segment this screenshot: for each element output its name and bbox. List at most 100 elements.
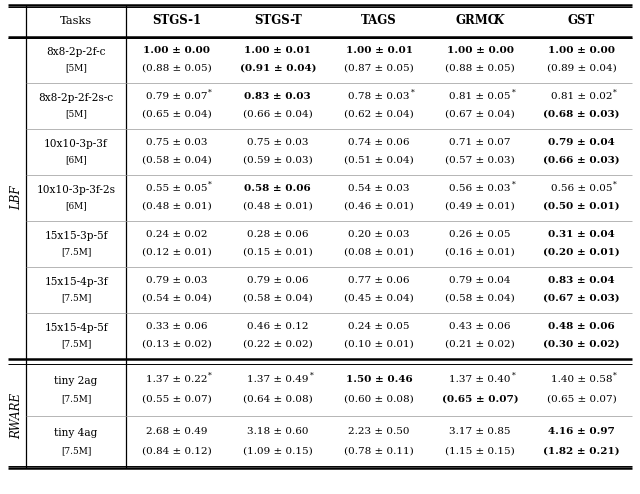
Text: GRMC: GRMC (455, 14, 497, 28)
Text: (0.88 ± 0.05): (0.88 ± 0.05) (445, 64, 515, 73)
Text: (0.66 ± 0.04): (0.66 ± 0.04) (243, 110, 313, 119)
Text: 0.79 ± 0.04: 0.79 ± 0.04 (548, 138, 615, 147)
Text: 1.00 ± 0.00: 1.00 ± 0.00 (447, 46, 514, 55)
Text: 1.00 ± 0.01: 1.00 ± 0.01 (346, 46, 413, 55)
Text: 0.79 ± 0.04: 0.79 ± 0.04 (449, 276, 511, 286)
Text: 8x8-2p-2f-c: 8x8-2p-2f-c (46, 47, 106, 57)
Text: (0.20 ± 0.01): (0.20 ± 0.01) (543, 248, 620, 257)
Text: (0.58 ± 0.04): (0.58 ± 0.04) (141, 156, 211, 165)
Text: [5M]: [5M] (65, 109, 87, 118)
Text: (0.64 ± 0.08): (0.64 ± 0.08) (243, 395, 313, 404)
Text: tiny 4ag: tiny 4ag (54, 428, 98, 438)
Text: (0.48 ± 0.01): (0.48 ± 0.01) (243, 202, 313, 211)
Text: 15x15-4p-5f: 15x15-4p-5f (44, 323, 108, 333)
Text: (0.08 ± 0.01): (0.08 ± 0.01) (344, 248, 414, 257)
Text: (0.10 ± 0.01): (0.10 ± 0.01) (344, 340, 414, 349)
Text: 0.83 ± 0.03: 0.83 ± 0.03 (244, 92, 311, 101)
Text: (0.49 ± 0.01): (0.49 ± 0.01) (445, 202, 515, 211)
Text: 0.56 ± 0.05: 0.56 ± 0.05 (550, 184, 612, 193)
Text: (0.65 ± 0.04): (0.65 ± 0.04) (141, 110, 211, 119)
Text: (0.65 ± 0.07): (0.65 ± 0.07) (547, 395, 616, 404)
Text: 0.46 ± 0.12: 0.46 ± 0.12 (247, 322, 308, 331)
Text: 1.37 ± 0.40: 1.37 ± 0.40 (449, 375, 511, 384)
Text: 0.79 ± 0.06: 0.79 ± 0.06 (247, 276, 308, 286)
Text: 0.79 ± 0.03: 0.79 ± 0.03 (146, 276, 207, 286)
Text: (1.15 ± 0.15): (1.15 ± 0.15) (445, 447, 515, 456)
Text: 0.55 ± 0.05: 0.55 ± 0.05 (146, 184, 207, 193)
Text: 0.83 ± 0.04: 0.83 ± 0.04 (548, 276, 614, 286)
Text: tiny 2ag: tiny 2ag (54, 375, 98, 386)
Text: (0.50 ± 0.01): (0.50 ± 0.01) (543, 202, 620, 211)
Text: (0.66 ± 0.03): (0.66 ± 0.03) (543, 156, 620, 165)
Text: 1.00 ± 0.00: 1.00 ± 0.00 (548, 46, 615, 55)
Text: 0.75 ± 0.03: 0.75 ± 0.03 (247, 138, 308, 147)
Text: (0.89 ± 0.04): (0.89 ± 0.04) (547, 64, 616, 73)
Text: 2.23 ± 0.50: 2.23 ± 0.50 (348, 427, 410, 436)
Text: (0.60 ± 0.08): (0.60 ± 0.08) (344, 395, 414, 404)
Text: (0.15 ± 0.01): (0.15 ± 0.01) (243, 248, 313, 257)
Text: K: K (493, 14, 503, 28)
Text: 1.50 ± 0.46: 1.50 ± 0.46 (346, 375, 412, 384)
Text: (0.48 ± 0.01): (0.48 ± 0.01) (141, 202, 211, 211)
Text: [6M]: [6M] (65, 155, 87, 164)
Text: 1.37 ± 0.49: 1.37 ± 0.49 (247, 375, 308, 384)
Text: (1.82 ± 0.21): (1.82 ± 0.21) (543, 447, 620, 456)
Text: (0.67 ± 0.04): (0.67 ± 0.04) (445, 110, 515, 119)
Text: 0.28 ± 0.06: 0.28 ± 0.06 (247, 230, 308, 239)
Text: (0.46 ± 0.01): (0.46 ± 0.01) (344, 202, 414, 211)
Text: (0.57 ± 0.03): (0.57 ± 0.03) (445, 156, 515, 165)
Text: 0.54 ± 0.03: 0.54 ± 0.03 (348, 184, 410, 193)
Text: 0.24 ± 0.05: 0.24 ± 0.05 (348, 322, 410, 331)
Text: 10x10-3p-3f: 10x10-3p-3f (44, 139, 108, 149)
Text: [7.5M]: [7.5M] (61, 394, 91, 403)
Text: 0.77 ± 0.06: 0.77 ± 0.06 (348, 276, 410, 286)
Text: *: * (209, 89, 212, 97)
Text: 1.40 ± 0.58: 1.40 ± 0.58 (550, 375, 612, 384)
Text: LBF: LBF (10, 186, 24, 210)
Text: (0.58 ± 0.04): (0.58 ± 0.04) (243, 294, 313, 303)
Text: (0.54 ± 0.04): (0.54 ± 0.04) (141, 294, 211, 303)
Text: *: * (512, 89, 516, 97)
Text: 0.24 ± 0.02: 0.24 ± 0.02 (146, 230, 207, 239)
Text: (0.67 ± 0.03): (0.67 ± 0.03) (543, 294, 620, 303)
Text: 0.33 ± 0.06: 0.33 ± 0.06 (146, 322, 207, 331)
Text: (0.58 ± 0.04): (0.58 ± 0.04) (445, 294, 515, 303)
Text: STGS-1: STGS-1 (152, 14, 201, 28)
Text: (0.84 ± 0.12): (0.84 ± 0.12) (141, 447, 211, 456)
Text: 0.20 ± 0.03: 0.20 ± 0.03 (348, 230, 410, 239)
Text: GST: GST (568, 14, 595, 28)
Text: 0.74 ± 0.06: 0.74 ± 0.06 (348, 138, 410, 147)
Text: (0.55 ± 0.07): (0.55 ± 0.07) (141, 395, 211, 404)
Text: (0.88 ± 0.05): (0.88 ± 0.05) (141, 64, 211, 73)
Text: 0.26 ± 0.05: 0.26 ± 0.05 (449, 230, 511, 239)
Text: 0.78 ± 0.03: 0.78 ± 0.03 (348, 92, 410, 101)
Text: *: * (411, 89, 415, 97)
Text: RWARE: RWARE (10, 393, 24, 439)
Text: 1.37 ± 0.22: 1.37 ± 0.22 (146, 375, 207, 384)
Text: 0.56 ± 0.03: 0.56 ± 0.03 (449, 184, 511, 193)
Text: (0.62 ± 0.04): (0.62 ± 0.04) (344, 110, 414, 119)
Text: 15x15-3p-5f: 15x15-3p-5f (44, 231, 108, 241)
Text: 0.58 ± 0.06: 0.58 ± 0.06 (244, 184, 311, 193)
Text: *: * (512, 181, 516, 189)
Text: (0.12 ± 0.01): (0.12 ± 0.01) (141, 248, 211, 257)
Text: 1.00 ± 0.00: 1.00 ± 0.00 (143, 46, 210, 55)
Text: 0.31 ± 0.04: 0.31 ± 0.04 (548, 230, 615, 239)
Text: *: * (613, 371, 617, 379)
Text: STGS-T: STGS-T (254, 14, 301, 28)
Text: [7.5M]: [7.5M] (61, 247, 91, 256)
Text: 15x15-4p-3f: 15x15-4p-3f (44, 277, 108, 287)
Text: *: * (613, 181, 617, 189)
Text: [5M]: [5M] (65, 63, 87, 72)
Text: (0.21 ± 0.02): (0.21 ± 0.02) (445, 340, 515, 349)
Text: 0.43 ± 0.06: 0.43 ± 0.06 (449, 322, 511, 331)
Text: 4.16 ± 0.97: 4.16 ± 0.97 (548, 427, 615, 436)
Text: [7.5M]: [7.5M] (61, 293, 91, 302)
Text: 0.81 ± 0.02: 0.81 ± 0.02 (550, 92, 612, 101)
Text: (0.65 ± 0.07): (0.65 ± 0.07) (442, 395, 518, 404)
Text: 8x8-2p-2f-2s-c: 8x8-2p-2f-2s-c (38, 93, 113, 103)
Text: 0.48 ± 0.06: 0.48 ± 0.06 (548, 322, 615, 331)
Text: *: * (310, 371, 314, 379)
Text: (1.09 ± 0.15): (1.09 ± 0.15) (243, 447, 313, 456)
Text: TAGS: TAGS (361, 14, 397, 28)
